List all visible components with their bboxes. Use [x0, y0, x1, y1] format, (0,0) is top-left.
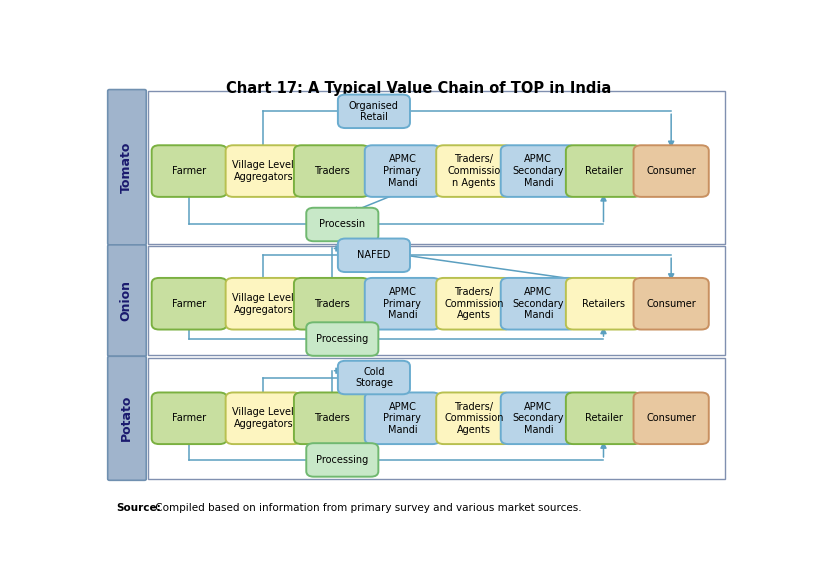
FancyBboxPatch shape: [565, 392, 641, 444]
Text: Traders/
Commission
Agents: Traders/ Commission Agents: [444, 287, 503, 320]
FancyBboxPatch shape: [338, 95, 410, 128]
FancyBboxPatch shape: [633, 392, 709, 444]
Text: Farmer: Farmer: [172, 299, 206, 309]
Text: Traders: Traders: [313, 166, 349, 176]
FancyBboxPatch shape: [365, 145, 440, 197]
FancyBboxPatch shape: [501, 145, 576, 197]
FancyBboxPatch shape: [108, 356, 146, 480]
FancyBboxPatch shape: [338, 361, 410, 395]
FancyBboxPatch shape: [437, 145, 512, 197]
FancyBboxPatch shape: [633, 145, 709, 197]
Text: Tomato: Tomato: [119, 142, 132, 193]
FancyBboxPatch shape: [294, 392, 369, 444]
Text: Consumer: Consumer: [646, 413, 696, 423]
Text: Consumer: Consumer: [646, 299, 696, 309]
Text: Village Level
Aggregators: Village Level Aggregators: [233, 161, 294, 182]
FancyBboxPatch shape: [306, 322, 379, 356]
FancyBboxPatch shape: [226, 278, 301, 329]
Text: Farmer: Farmer: [172, 413, 206, 423]
Text: Chart 17: A Typical Value Chain of TOP in India: Chart 17: A Typical Value Chain of TOP i…: [225, 81, 611, 95]
Text: NAFED: NAFED: [357, 250, 391, 260]
Text: Processing: Processing: [316, 455, 369, 465]
FancyBboxPatch shape: [437, 392, 512, 444]
Text: Consumer: Consumer: [646, 166, 696, 176]
Text: APMC
Primary
Mandi: APMC Primary Mandi: [384, 402, 421, 435]
Text: APMC
Secondary
Mandi: APMC Secondary Mandi: [512, 402, 564, 435]
Text: Traders/
Commissio
n Agents: Traders/ Commissio n Agents: [447, 155, 500, 188]
FancyBboxPatch shape: [226, 392, 301, 444]
Text: Retailer: Retailer: [584, 413, 623, 423]
Text: APMC
Secondary
Mandi: APMC Secondary Mandi: [512, 287, 564, 320]
Text: Organised
Retail: Organised Retail: [349, 101, 399, 122]
FancyBboxPatch shape: [306, 208, 379, 241]
Text: Traders: Traders: [313, 299, 349, 309]
Text: APMC
Primary
Mandi: APMC Primary Mandi: [384, 287, 421, 320]
Text: Traders: Traders: [313, 413, 349, 423]
Text: Cold
Storage: Cold Storage: [355, 367, 393, 388]
Bar: [148, 246, 725, 355]
FancyBboxPatch shape: [338, 239, 410, 272]
FancyBboxPatch shape: [294, 145, 369, 197]
Text: Traders/
Commission
Agents: Traders/ Commission Agents: [444, 402, 503, 435]
Text: APMC
Primary
Mandi: APMC Primary Mandi: [384, 155, 421, 188]
Text: Onion: Onion: [119, 280, 132, 321]
FancyBboxPatch shape: [501, 392, 576, 444]
Text: Processing: Processing: [316, 334, 369, 344]
FancyBboxPatch shape: [437, 278, 512, 329]
Text: Potato: Potato: [119, 395, 132, 442]
Text: Processin: Processin: [319, 219, 366, 229]
Text: Village Level
Aggregators: Village Level Aggregators: [233, 407, 294, 429]
FancyBboxPatch shape: [565, 145, 641, 197]
FancyBboxPatch shape: [365, 392, 440, 444]
Text: Retailers: Retailers: [582, 299, 625, 309]
FancyBboxPatch shape: [152, 145, 227, 197]
FancyBboxPatch shape: [152, 392, 227, 444]
FancyBboxPatch shape: [501, 278, 576, 329]
Text: Retailer: Retailer: [584, 166, 623, 176]
Bar: [148, 358, 725, 479]
Text: Village Level
Aggregators: Village Level Aggregators: [233, 293, 294, 315]
FancyBboxPatch shape: [152, 278, 227, 329]
FancyBboxPatch shape: [108, 89, 146, 245]
FancyBboxPatch shape: [365, 278, 440, 329]
FancyBboxPatch shape: [294, 278, 369, 329]
FancyBboxPatch shape: [306, 443, 379, 477]
Text: APMC
Secondary
Mandi: APMC Secondary Mandi: [512, 155, 564, 188]
FancyBboxPatch shape: [108, 245, 146, 356]
Text: Farmer: Farmer: [172, 166, 206, 176]
Bar: [148, 91, 725, 243]
FancyBboxPatch shape: [633, 278, 709, 329]
Text: Compiled based on information from primary survey and various market sources.: Compiled based on information from prima…: [152, 503, 582, 513]
FancyBboxPatch shape: [565, 278, 641, 329]
FancyBboxPatch shape: [226, 145, 301, 197]
Text: Source:: Source:: [116, 503, 161, 513]
